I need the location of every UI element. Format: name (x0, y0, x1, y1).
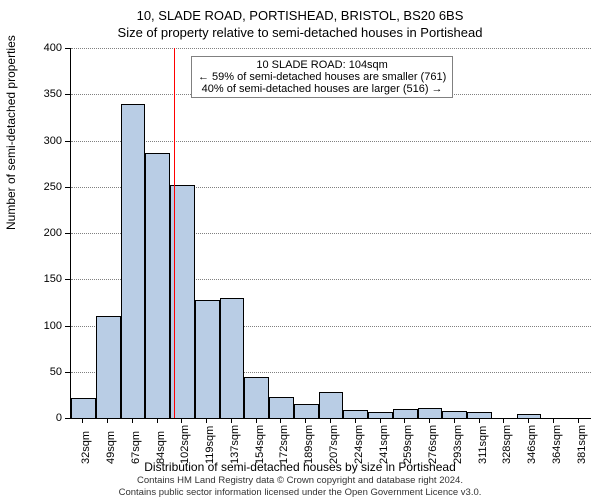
histogram-bar (244, 377, 269, 418)
x-tick-label: 311sqm (477, 426, 489, 464)
y-tick-label: 400 (32, 42, 62, 54)
x-tick-label: 364sqm (551, 425, 563, 464)
x-tick-label: 172sqm (278, 425, 290, 464)
x-tick-label: 189sqm (303, 425, 315, 464)
annotation-line: 10 SLADE ROAD: 104sqm (198, 59, 446, 71)
x-tick-mark (429, 418, 430, 423)
x-tick-mark (82, 418, 83, 423)
x-tick-mark (206, 418, 207, 423)
histogram-bar (319, 392, 344, 418)
x-tick-mark (380, 418, 381, 423)
x-tick-label: 224sqm (353, 425, 365, 464)
annotation-line: 40% of semi-detached houses are larger (… (198, 83, 446, 95)
histogram-bar (269, 397, 294, 418)
histogram-bar (442, 411, 467, 418)
x-tick-mark (578, 418, 579, 423)
x-tick-mark (479, 418, 480, 423)
histogram-bar (343, 410, 368, 418)
x-tick-mark (157, 418, 158, 423)
y-tick-label: 300 (32, 135, 62, 147)
x-tick-mark (454, 418, 455, 423)
x-tick-label: 207sqm (328, 425, 340, 464)
annotation-line: ← 59% of semi-detached houses are smalle… (198, 71, 446, 83)
x-tick-mark (107, 418, 108, 423)
histogram-bar (368, 412, 393, 418)
x-tick-mark (503, 418, 504, 423)
y-tick-label: 50 (32, 366, 62, 378)
histogram-bar (121, 104, 146, 419)
x-tick-label: 381sqm (576, 425, 588, 464)
x-tick-mark (528, 418, 529, 423)
y-tick-label: 350 (32, 88, 62, 100)
y-tick-label: 100 (32, 320, 62, 332)
x-tick-mark (256, 418, 257, 423)
histogram-bar (71, 398, 96, 418)
x-tick-label: 137sqm (229, 425, 241, 464)
x-tick-mark (132, 418, 133, 423)
x-tick-mark (330, 418, 331, 423)
y-tick-label: 150 (32, 273, 62, 285)
y-tick-label: 200 (32, 227, 62, 239)
histogram-bar (294, 404, 319, 418)
chart-subtitle: Size of property relative to semi-detach… (0, 23, 600, 40)
x-tick-mark (305, 418, 306, 423)
histogram-bar (393, 409, 418, 418)
x-tick-label: 276sqm (427, 425, 439, 464)
x-tick-mark (280, 418, 281, 423)
footer-attribution: Contains HM Land Registry data © Crown c… (0, 475, 600, 498)
x-tick-label: 328sqm (501, 425, 513, 464)
histogram-bar (195, 300, 220, 418)
plot-area: 10 SLADE ROAD: 104sqm← 59% of semi-detac… (70, 48, 591, 419)
y-axis-label: Number of semi-detached properties (4, 35, 18, 230)
x-tick-label: 102sqm (179, 425, 191, 464)
x-tick-mark (404, 418, 405, 423)
x-tick-mark (553, 418, 554, 423)
gridline (71, 141, 591, 142)
histogram-bar (220, 298, 245, 418)
histogram-bar (145, 153, 170, 418)
x-tick-label: 293sqm (452, 425, 464, 464)
histogram-bar (96, 316, 121, 418)
footer-line1: Contains HM Land Registry data © Crown c… (137, 475, 463, 486)
x-tick-label: 259sqm (402, 425, 414, 464)
x-axis-label: Distribution of semi-detached houses by … (0, 460, 600, 474)
y-tick-label: 250 (32, 181, 62, 193)
x-tick-mark (181, 418, 182, 423)
x-tick-label: 241sqm (378, 425, 390, 464)
histogram-bar (418, 408, 443, 418)
chart-title: 10, SLADE ROAD, PORTISHEAD, BRISTOL, BS2… (0, 0, 600, 23)
reference-line (174, 48, 175, 418)
x-tick-label: 119sqm (204, 426, 216, 464)
histogram-bar (467, 412, 492, 418)
y-tick-label: 0 (32, 412, 62, 424)
footer-line2: Contains public sector information licen… (119, 487, 482, 498)
x-tick-label: 154sqm (254, 425, 266, 464)
chart-container: 10, SLADE ROAD, PORTISHEAD, BRISTOL, BS2… (0, 0, 600, 500)
x-tick-mark (231, 418, 232, 423)
gridline (71, 48, 591, 49)
x-tick-label: 346sqm (526, 425, 538, 464)
x-tick-mark (355, 418, 356, 423)
annotation-box: 10 SLADE ROAD: 104sqm← 59% of semi-detac… (191, 56, 453, 98)
